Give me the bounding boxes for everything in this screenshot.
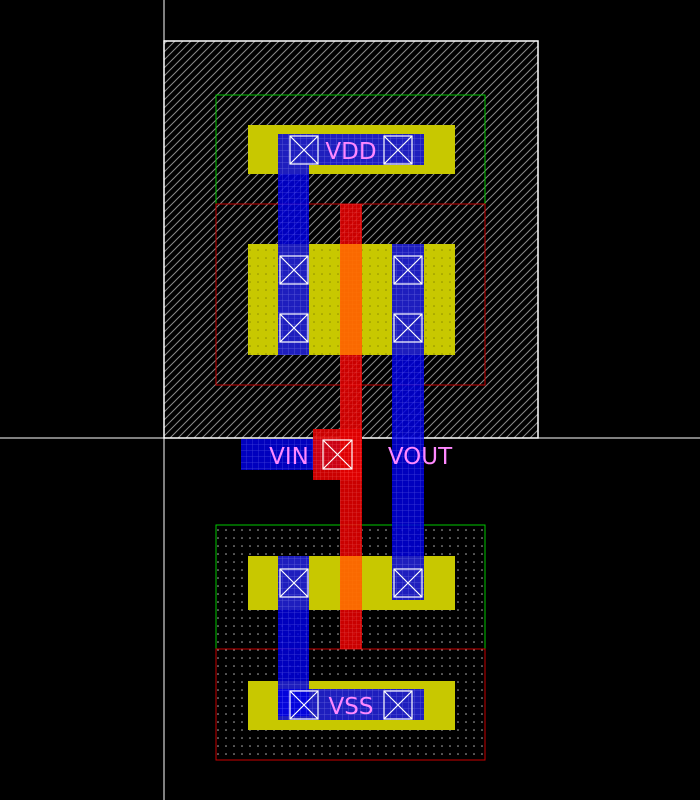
contact-x-vin[interactable] [322,439,353,470]
contact-x-pmos-source-top[interactable] [279,255,309,285]
metal1-vdd-rail[interactable] [278,134,424,165]
poly-gate[interactable] [313,204,362,649]
contact-x-vss-right[interactable] [383,690,413,720]
contact-x-vdd-left[interactable] [289,135,319,165]
contact-x-vss-left[interactable] [289,690,319,720]
metal1-vss-rail[interactable] [278,689,424,720]
label-vdd: VDD [325,139,376,165]
label-vout: VOUT [388,444,453,470]
contact-x-vdd-right[interactable] [383,135,413,165]
contact-x-nmos-drain[interactable] [393,568,423,598]
metal1-vout[interactable] [392,244,424,600]
contact-x-nmos-source[interactable] [279,568,309,598]
contact-x-pmos-source-bottom[interactable] [279,313,309,343]
contact-x-pmos-drain-bottom[interactable] [393,313,423,343]
label-vss: VSS [329,694,374,720]
label-vin: VIN [269,444,309,470]
contact-x-pmos-drain-top[interactable] [393,255,423,285]
